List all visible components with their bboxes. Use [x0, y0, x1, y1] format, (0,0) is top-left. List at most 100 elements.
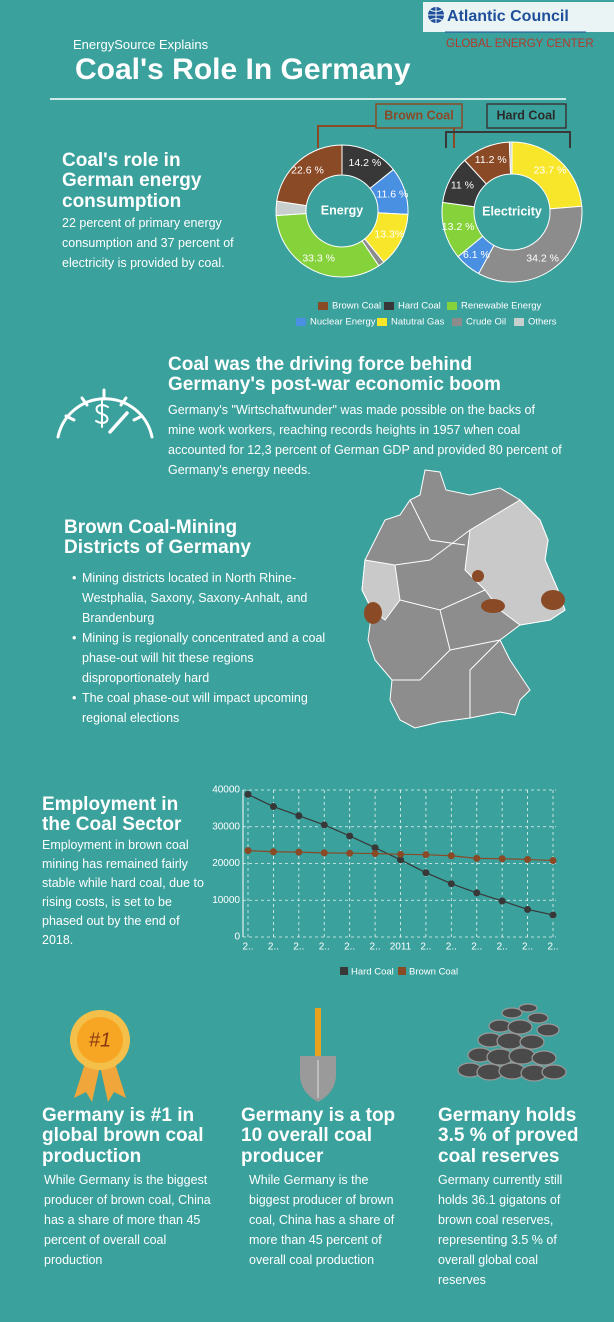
legend-swatch — [384, 302, 394, 310]
pie-value-label: 11.6 % — [376, 188, 408, 200]
pie-value-label: 6.1 % — [463, 249, 490, 261]
line-point — [549, 911, 557, 919]
section-body: 22 percent of primary energy consumption… — [62, 216, 234, 270]
section-heading: Brown Coal-Mining Districts of Germany — [64, 517, 251, 559]
section-body: Germany's "Wirtschaftwunder" was made po… — [168, 403, 562, 477]
pie-value-label: 11.2 % — [475, 154, 507, 166]
legend-label: Nuclear Energy — [310, 317, 376, 328]
logo-globe-lines — [428, 7, 444, 23]
fact-body: While Germany is the biggest producer of… — [44, 1173, 211, 1267]
legend-swatch — [318, 302, 328, 310]
line-point — [346, 832, 354, 840]
pie-value-label: 13.3% — [374, 229, 404, 241]
x-tick-label: 2.. — [522, 942, 533, 953]
legend-swatch — [398, 967, 406, 975]
line-point — [498, 855, 506, 863]
coal-pile-icon — [457, 1003, 567, 1082]
line-point — [244, 790, 252, 798]
shovel-handle — [315, 1008, 321, 1060]
coal-lump — [507, 1019, 533, 1035]
line-point — [447, 852, 455, 860]
mining-district — [364, 602, 382, 624]
bullet: The coal phase-out will impact upcoming … — [72, 688, 334, 728]
page-title: Coal's Role In Germany — [75, 53, 411, 86]
pie-value-label: 13.2 % — [442, 221, 475, 233]
pie-value-label: 34.2 % — [526, 253, 559, 265]
section-heading: Coal's role in German energy consumption — [62, 150, 202, 212]
coal-lump — [541, 1064, 567, 1080]
gauge-ticks — [64, 388, 144, 422]
medal-ribbon — [74, 1060, 126, 1102]
coal-lump — [501, 1007, 523, 1019]
bracket-label: Brown Coal — [384, 108, 453, 122]
kicker: EnergySource Explains — [73, 37, 209, 52]
x-tick-label: 2.. — [420, 942, 431, 953]
legend-swatch — [377, 318, 387, 326]
logo-name: Atlantic Council — [447, 8, 569, 25]
line-point — [269, 848, 277, 856]
line-point — [320, 821, 328, 829]
pie-slice — [275, 212, 380, 278]
line-point — [447, 880, 455, 888]
fact-body: While Germany is the biggest producer of… — [249, 1173, 395, 1267]
pie-slice — [508, 141, 513, 175]
fact-body: Germany currently still holds 36.1 gigat… — [438, 1173, 563, 1287]
germany-map — [361, 469, 566, 729]
fact-heading: Germany is #1 in global brown coal produ… — [42, 1105, 204, 1167]
pie-value-label: 11 % — [451, 180, 474, 192]
legend-label: Others — [528, 317, 557, 328]
coal-lump — [531, 1050, 557, 1066]
bracket-hard — [445, 131, 571, 148]
line-point — [397, 850, 404, 858]
mining-district — [481, 599, 505, 613]
line-point — [320, 849, 328, 857]
x-tick-label: 2.. — [497, 942, 508, 953]
logo: Atlantic Council GLOBAL ENERGY CENTER — [423, 2, 614, 50]
pie-value-label: 22.6 % — [291, 165, 324, 177]
bracket-label-box — [375, 103, 463, 129]
coal-lump — [519, 1034, 545, 1050]
y-tick-label: 10000 — [212, 895, 240, 906]
legend-label: Natutral Gas — [391, 317, 445, 328]
x-tick-label: 2.. — [370, 942, 381, 953]
line-point — [371, 850, 379, 858]
pie-value-label: 14.2 % — [349, 157, 382, 169]
fact-heading: Germany is a top 10 overall coal produce… — [241, 1105, 396, 1167]
coal-lump — [518, 1003, 538, 1013]
logo-sub: GLOBAL ENERGY CENTER — [446, 38, 594, 50]
x-tick-label: 2.. — [471, 942, 482, 953]
x-tick-label: 2.. — [547, 942, 558, 953]
legend-swatch — [447, 302, 457, 310]
y-tick-label: 40000 — [212, 785, 240, 796]
x-tick-label: 2.. — [293, 942, 304, 953]
bracket-label-box — [486, 103, 567, 129]
line-point — [269, 803, 277, 811]
x-tick-label: 2.. — [268, 942, 279, 953]
line-point — [295, 848, 303, 856]
line-point — [422, 869, 430, 877]
bracket-label: Hard Coal — [496, 108, 555, 122]
line-point — [397, 856, 404, 864]
bullet: Mining districts located in North Rhine-… — [72, 568, 334, 628]
x-tick-label: 2011 — [390, 942, 412, 953]
gauge-dollar — [95, 400, 109, 428]
legend-label: Hard Coal — [398, 301, 441, 312]
medal-icon: #1 — [70, 1010, 130, 1102]
mining-district — [541, 590, 565, 610]
section-heading: Employment in the Coal Sector — [42, 794, 182, 836]
legend-swatch — [340, 967, 348, 975]
section-body: Employment in brown coal mining has rema… — [42, 838, 204, 947]
legend-swatch — [296, 318, 306, 326]
legend-swatch — [514, 318, 524, 326]
line-point — [549, 857, 557, 865]
line-point — [498, 897, 506, 905]
pie-slice — [477, 205, 583, 283]
coal-lump — [496, 1032, 524, 1050]
gauge-needle — [108, 411, 129, 434]
pie-title: Electricity — [482, 204, 542, 218]
line-point — [524, 905, 532, 913]
legend-label: Renewable Energy — [461, 301, 542, 312]
coal-lump — [508, 1047, 536, 1065]
